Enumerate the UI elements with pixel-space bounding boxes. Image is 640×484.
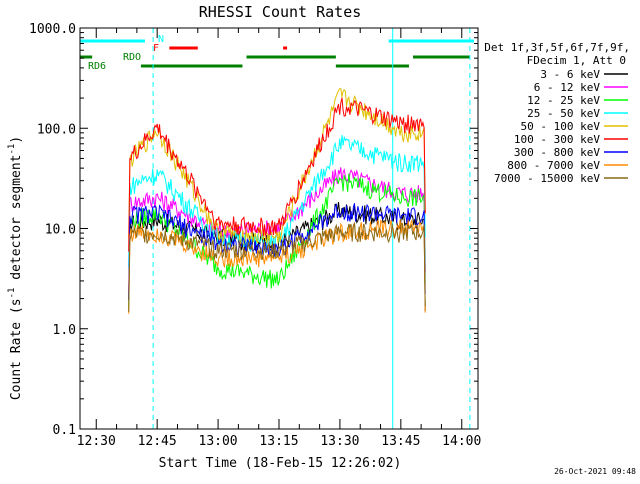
series-line-6 <box>128 202 426 301</box>
series-line-8 <box>128 221 426 313</box>
footer-timestamp: 26-Oct-2021 09:48 <box>554 467 636 476</box>
legend-header-line2: FDecim 1, Att 0 <box>527 54 626 67</box>
legend-label: 25 - 50 keV <box>527 107 600 120</box>
chart-title: RHESSI Count Rates <box>199 3 362 21</box>
flag-label-rd6: RD6 <box>88 61 106 72</box>
y-tick-label: 10.0 <box>45 223 76 238</box>
x-tick-label: 12:30 <box>77 434 116 449</box>
legend-label: 50 - 100 keV <box>521 120 601 133</box>
legend-label: 800 - 7000 keV <box>507 159 600 172</box>
legend-label: 300 - 800 keV <box>514 146 600 159</box>
x-tick-label: 14:00 <box>442 434 481 449</box>
legend-label: 3 - 6 keV <box>540 68 600 81</box>
x-axis-label: Start Time (18-Feb-15 12:26:02) <box>159 456 402 471</box>
legend-label: 7000 - 15000 keV <box>494 172 600 185</box>
x-tick-label: 13:30 <box>320 434 359 449</box>
legend-label: 100 - 300 keV <box>514 133 600 146</box>
y-tick-label: 0.1 <box>53 423 76 438</box>
legend-header-line1: Det 1f,3f,5f,6f,7f,9f, <box>484 41 630 54</box>
flag-label-rdo: RDO <box>123 52 141 63</box>
x-tick-label: 13:45 <box>381 434 420 449</box>
flag-label-f: F <box>153 43 159 54</box>
y-axis-label: Count Rate (s-1 detector segment-1) <box>7 136 24 400</box>
x-tick-label: 12:45 <box>138 434 177 449</box>
legend-label: 6 - 12 keV <box>534 81 601 94</box>
flag-label-n: N <box>158 34 164 45</box>
legend-label: 12 - 25 keV <box>527 94 600 107</box>
series-line-5 <box>128 97 426 252</box>
axes: 1000.0 100.0 10.0 1.0 0.112:30 12:45 13:00 13:1… <box>29 22 481 449</box>
y-tick-label: 1.0 <box>53 323 76 338</box>
y-tick-label: 1000.0 <box>29 22 76 37</box>
x-tick-label: 13:00 <box>199 434 238 449</box>
x-tick-label: 13:15 <box>259 434 298 449</box>
y-tick-label: 100.0 <box>37 122 76 137</box>
series-layer <box>128 88 426 314</box>
